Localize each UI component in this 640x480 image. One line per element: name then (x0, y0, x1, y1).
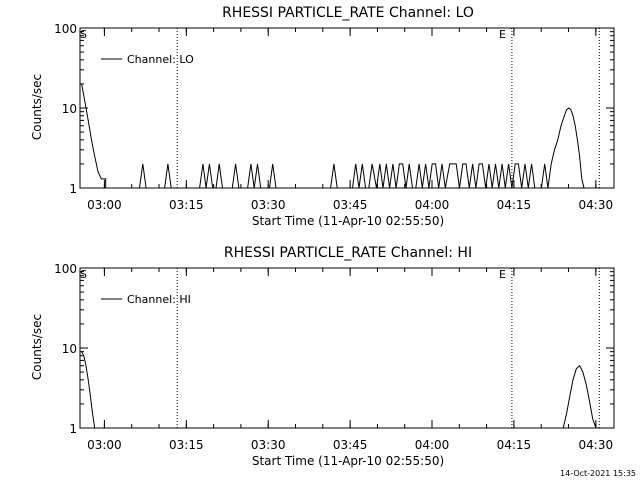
y-tick-label: 1 (69, 182, 77, 196)
x-tick-label: 03:30 (251, 198, 286, 212)
end-marker-label: E (499, 268, 506, 281)
plot-frame (79, 27, 615, 189)
plot-frame (79, 267, 615, 429)
x-tick-label: 04:00 (415, 198, 450, 212)
legend-label: Channel: HI (127, 293, 191, 306)
chart-title: RHESSI PARTICLE_RATE Channel: HI (224, 245, 472, 261)
x-tick-label: 03:15 (169, 438, 204, 452)
y-axis-label: Counts/sec (30, 314, 44, 380)
x-tick-label: 04:00 (415, 438, 450, 452)
y-tick-label: 100 (54, 262, 77, 276)
lo-channel-panel: RHESSI PARTICLE_RATE Channel: LO Start T… (30, 5, 615, 228)
series-line (81, 83, 614, 189)
x-tick-label: 04:15 (497, 438, 532, 452)
x-tick-label: 03:45 (333, 198, 368, 212)
end-marker-label: E (499, 28, 506, 41)
x-axis-label: Start Time (11-Apr-10 02:55:50) (252, 454, 444, 468)
y-tick-label: 10 (62, 102, 77, 116)
x-tick-label: 03:00 (87, 438, 122, 452)
generation-timestamp: 14-Oct-2021 15:35 (560, 469, 636, 478)
x-tick-label: 04:15 (497, 198, 532, 212)
y-tick-label: 1 (69, 422, 77, 436)
legend-label: Channel: LO (127, 53, 194, 66)
chart-title: RHESSI PARTICLE_RATE Channel: LO (222, 5, 474, 21)
y-tick-label: 100 (54, 22, 77, 36)
x-tick-label: 03:45 (333, 438, 368, 452)
start-marker-label: S (80, 28, 87, 41)
x-axis-label: Start Time (11-Apr-10 02:55:50) (252, 214, 444, 228)
x-tick-label: 03:30 (251, 438, 286, 452)
start-marker-label: S (80, 268, 87, 281)
x-tick-label: 04:30 (579, 438, 614, 452)
x-tick-label: 03:00 (87, 198, 122, 212)
y-tick-label: 10 (62, 342, 77, 356)
series-line (81, 351, 597, 429)
x-tick-label: 03:15 (169, 198, 204, 212)
y-axis-label: Counts/sec (30, 74, 44, 140)
x-tick-label: 04:30 (579, 198, 614, 212)
hi-channel-panel: RHESSI PARTICLE_RATE Channel: HI Start T… (30, 245, 615, 468)
